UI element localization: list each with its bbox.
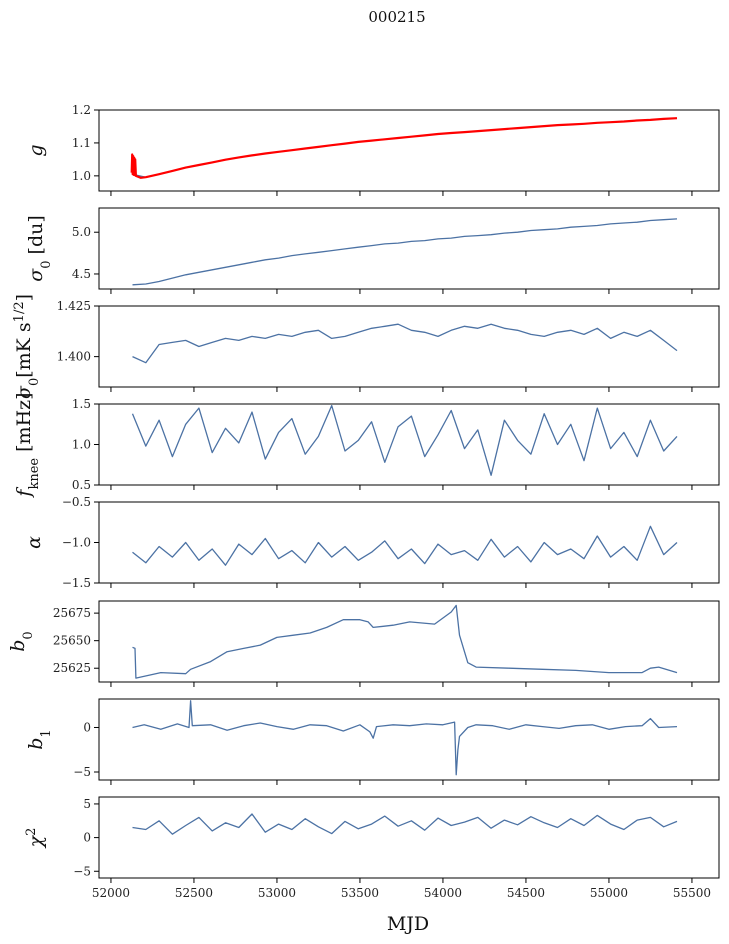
series-line-b0 xyxy=(132,604,678,679)
subplot-1: 4.5 5.0 σ0 [du] xyxy=(25,207,720,294)
x-tick-label: 53000 xyxy=(258,886,296,900)
y-tick-label: 25625 xyxy=(53,661,91,675)
y-tick-label: −0.5 xyxy=(62,495,91,509)
series-line-fknee xyxy=(131,404,678,476)
y-tick-label: 1.1 xyxy=(72,136,91,150)
y-tick-label: 25675 xyxy=(53,606,91,620)
x-tick-label: 52000 xyxy=(92,886,130,900)
y-tick-label: −1.5 xyxy=(62,576,91,590)
y-label-part: b xyxy=(25,738,47,750)
y-label-part: σ xyxy=(13,385,35,399)
x-tick-label: 54000 xyxy=(424,886,462,900)
y-label-part: [du] xyxy=(25,215,47,260)
y-tick-label: 25650 xyxy=(53,634,91,648)
subplot-3: 0.5 1.0 1.5 fknee [mHz] xyxy=(13,392,720,499)
y-label-part: 0 xyxy=(21,631,36,639)
axes-frame xyxy=(98,600,720,683)
y-tick-label: 0 xyxy=(83,831,91,845)
y-label-part: g xyxy=(25,144,47,156)
subplot-4: −1.5 −1.0 −0.5 α xyxy=(23,495,720,590)
subplot-6: −5 0 b1 xyxy=(25,698,720,785)
y-label-part: 0 xyxy=(27,378,42,386)
x-tick-label: 55000 xyxy=(590,886,628,900)
x-tick-label: 53500 xyxy=(341,886,379,900)
subplot-0: 1.0 1.1 1.2 g xyxy=(25,103,720,196)
y-axis-label: α xyxy=(23,536,45,549)
y-tick-label: 5 xyxy=(83,797,91,811)
y-axis-label: g xyxy=(25,144,47,156)
series-line-g xyxy=(132,117,678,178)
y-label-part: [mHz] xyxy=(13,392,35,457)
axes-frame xyxy=(98,501,720,584)
y-tick-label: 0 xyxy=(83,720,91,734)
axes-frame xyxy=(98,207,720,290)
x-axis-label: MJD xyxy=(387,913,429,935)
y-tick-label: 1.400 xyxy=(57,350,91,364)
figure-title: 000215 xyxy=(368,8,425,26)
y-label-part: knee xyxy=(27,458,42,490)
y-axis-label: σ0[mK s1/2] xyxy=(12,294,42,399)
y-label-part: b xyxy=(7,640,29,652)
series-line-g_fit xyxy=(130,117,678,179)
series-line-sigma0_du xyxy=(132,218,678,286)
y-tick-label: 1.0 xyxy=(72,438,91,452)
y-tick-label: 0.5 xyxy=(72,478,91,492)
series-line-alpha xyxy=(132,525,678,566)
series-line-chi2 xyxy=(132,813,678,835)
subplot-2: 1.400 1.425 σ0[mK s1/2] xyxy=(12,294,720,399)
series-line-b1 xyxy=(132,700,678,776)
y-tick-label: 4.5 xyxy=(72,267,91,281)
y-label-part: f xyxy=(13,487,35,499)
y-axis-label: χ2 xyxy=(24,828,48,850)
y-axis-label: σ0 [du] xyxy=(25,215,54,282)
y-tick-label: −5 xyxy=(73,864,91,878)
y-axis-label: b1 xyxy=(25,729,54,749)
x-tick-label: 55500 xyxy=(673,886,711,900)
y-label-part: 2 xyxy=(24,828,39,836)
y-axis-label: fknee [mHz] xyxy=(13,392,42,498)
y-tick-label: 1.0 xyxy=(72,169,91,183)
y-label-part: 0 xyxy=(39,261,54,269)
y-tick-label: 5.0 xyxy=(72,225,91,239)
y-tick-label: −5 xyxy=(73,765,91,779)
y-tick-label: 1.5 xyxy=(72,397,91,411)
y-label-part: σ xyxy=(25,268,47,282)
x-tick-label: 54500 xyxy=(507,886,545,900)
y-label-part: 1/2 xyxy=(12,301,27,322)
y-tick-label: 1.425 xyxy=(57,299,91,313)
y-label-part: ] xyxy=(13,294,35,301)
subplot-5: 25625 25650 25675 b0 xyxy=(7,600,720,687)
axes-frame xyxy=(98,698,720,781)
axes-frame xyxy=(98,796,720,879)
y-label-part: α xyxy=(23,536,45,549)
y-label-part: [mK s xyxy=(13,322,35,377)
y-tick-label: 1.2 xyxy=(72,103,91,117)
axes-frame xyxy=(98,109,720,192)
y-tick-label: −1.0 xyxy=(62,536,91,550)
y-label-part: 1 xyxy=(39,729,54,737)
y-label-part: χ xyxy=(25,834,47,849)
series-line-sigma0_mK xyxy=(132,323,678,364)
axes-frame xyxy=(98,305,720,388)
y-axis-label: b0 xyxy=(7,631,36,651)
x-tick-label: 52500 xyxy=(175,886,213,900)
subplot-7: −5 0 5 52000 52500 53000 53500 54000 54500 55000 5… xyxy=(24,796,720,900)
